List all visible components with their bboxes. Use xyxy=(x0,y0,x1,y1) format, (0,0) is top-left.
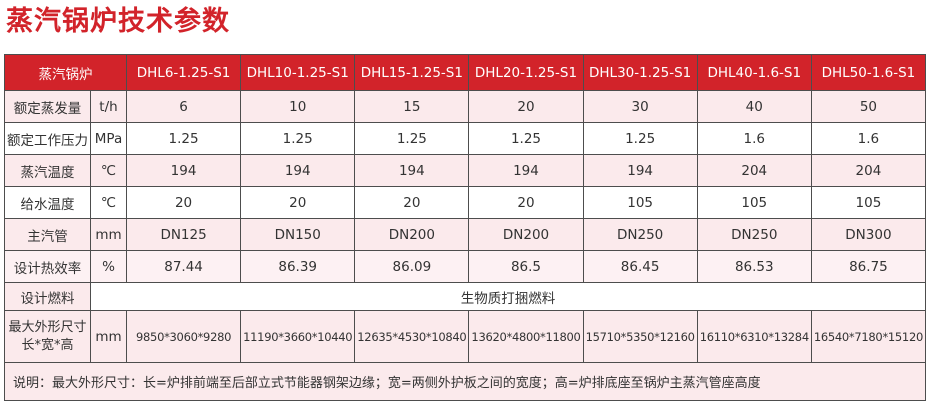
row-value: 20 xyxy=(125,186,242,220)
note-text: 说明：最大外形尺寸：长=炉排前端至后部立式节能器钢架边缘；宽=两侧外护板之间的宽… xyxy=(4,362,926,402)
row-value: DN125 xyxy=(125,218,242,252)
model-header-cell: DHL50-1.6-S1 xyxy=(810,54,927,92)
row-value: 1.25 xyxy=(582,122,698,156)
model-header-cell: DHL40-1.6-S1 xyxy=(696,54,812,92)
corner-header-cell: 蒸汽锅炉 xyxy=(4,54,127,92)
row-value: 86.09 xyxy=(354,250,470,284)
row-value: 194 xyxy=(125,154,242,188)
row-value: 1.25 xyxy=(468,122,584,156)
row-value: 15 xyxy=(354,90,470,124)
row-unit: ℃ xyxy=(90,186,127,220)
row-value: 86.53 xyxy=(696,250,812,284)
row-value: 9850*3060*9280 xyxy=(125,310,242,364)
row-value: 16540*7180*15120 xyxy=(810,310,927,364)
dims-label-line2: 长*宽*高 xyxy=(21,337,74,353)
row-unit: mm xyxy=(90,310,127,364)
row-label: 设计热效率 xyxy=(4,250,91,284)
dims-label-line1: 最大外形尺寸 xyxy=(8,320,87,336)
row-value: 13620*4800*11800 xyxy=(468,310,584,364)
row-value: 1.6 xyxy=(810,122,927,156)
boiler-spec-table: 蒸汽锅炉 DHL6-1.25-S1 DHL10-1.25-S1 DHL15-1.… xyxy=(4,54,927,402)
row-label: 额定蒸发量 xyxy=(4,90,91,124)
row-label: 给水温度 xyxy=(4,186,91,220)
row-label: 主汽管 xyxy=(4,218,91,252)
row-unit: % xyxy=(90,250,127,284)
row-value: 16110*6310*13284 xyxy=(696,310,812,364)
row-value: 15710*5350*12160 xyxy=(582,310,698,364)
table-row-main-steam-pipe: 主汽管 mm DN125 DN150 DN200 DN200 DN250 DN2… xyxy=(4,218,927,252)
row-value: 87.44 xyxy=(125,250,242,284)
row-value: DN150 xyxy=(240,218,356,252)
row-value: 194 xyxy=(240,154,356,188)
row-value: 105 xyxy=(582,186,698,220)
table-row-note: 说明：最大外形尺寸：长=炉排前端至后部立式节能器钢架边缘；宽=两侧外护板之间的宽… xyxy=(4,362,926,402)
row-label: 蒸汽温度 xyxy=(4,154,91,188)
model-header-cell: DHL15-1.25-S1 xyxy=(354,54,470,92)
row-value: 20 xyxy=(240,186,356,220)
row-value: 40 xyxy=(696,90,812,124)
row-value: 6 xyxy=(125,90,242,124)
row-value: 204 xyxy=(696,154,812,188)
row-value: 204 xyxy=(810,154,927,188)
row-value: 11190*3660*10440 xyxy=(240,310,356,364)
row-value: 86.5 xyxy=(468,250,584,284)
row-value: 194 xyxy=(582,154,698,188)
row-value: 194 xyxy=(468,154,584,188)
row-value: 10 xyxy=(240,90,356,124)
row-value: 1.25 xyxy=(240,122,356,156)
model-header-cell: DHL6-1.25-S1 xyxy=(125,54,242,92)
row-unit: ℃ xyxy=(90,154,127,188)
row-value: DN200 xyxy=(354,218,470,252)
table-row-efficiency: 设计热效率 % 87.44 86.39 86.09 86.5 86.45 86.… xyxy=(4,250,927,284)
row-value: 1.25 xyxy=(354,122,470,156)
row-label: 设计燃料 xyxy=(4,282,91,312)
row-value: 86.39 xyxy=(240,250,356,284)
table-row-fuel: 设计燃料 生物质打捆燃料 xyxy=(4,282,926,312)
row-label: 最大外形尺寸 长*宽*高 xyxy=(4,310,91,364)
model-header-cell: DHL20-1.25-S1 xyxy=(468,54,584,92)
row-value: 30 xyxy=(582,90,698,124)
row-unit: mm xyxy=(90,218,127,252)
row-value: 20 xyxy=(354,186,470,220)
row-value: 20 xyxy=(468,186,584,220)
row-value: DN200 xyxy=(468,218,584,252)
row-unit: t/h xyxy=(90,90,127,124)
fuel-value: 生物质打捆燃料 xyxy=(90,282,926,312)
row-value: 20 xyxy=(468,90,584,124)
row-value: 50 xyxy=(810,90,927,124)
row-value: 86.45 xyxy=(582,250,698,284)
table-row-pressure: 额定工作压力 MPa 1.25 1.25 1.25 1.25 1.25 1.6 … xyxy=(4,122,927,156)
row-value: 105 xyxy=(696,186,812,220)
row-label: 额定工作压力 xyxy=(4,122,91,156)
table-row-steam-temp: 蒸汽温度 ℃ 194 194 194 194 194 204 204 xyxy=(4,154,927,188)
page-title: 蒸汽锅炉技术参数 xyxy=(6,6,230,37)
row-value: 1.25 xyxy=(125,122,242,156)
table-row-feedwater-temp: 给水温度 ℃ 20 20 20 20 105 105 105 xyxy=(4,186,927,220)
row-value: DN250 xyxy=(696,218,812,252)
row-value: 1.6 xyxy=(696,122,812,156)
table-row-dimensions: 最大外形尺寸 长*宽*高 mm 9850*3060*9280 11190*366… xyxy=(4,310,927,364)
row-value: 105 xyxy=(810,186,927,220)
model-header-cell: DHL30-1.25-S1 xyxy=(582,54,698,92)
row-value: 194 xyxy=(354,154,470,188)
row-value: DN300 xyxy=(810,218,927,252)
model-header-cell: DHL10-1.25-S1 xyxy=(240,54,356,92)
row-unit: MPa xyxy=(90,122,127,156)
row-value: 12635*4530*10840 xyxy=(354,310,470,364)
table-row-evaporation: 额定蒸发量 t/h 6 10 15 20 30 40 50 xyxy=(4,90,927,124)
row-value: 86.75 xyxy=(810,250,927,284)
row-value: DN250 xyxy=(582,218,698,252)
table-header-row: 蒸汽锅炉 DHL6-1.25-S1 DHL10-1.25-S1 DHL15-1.… xyxy=(4,54,927,92)
